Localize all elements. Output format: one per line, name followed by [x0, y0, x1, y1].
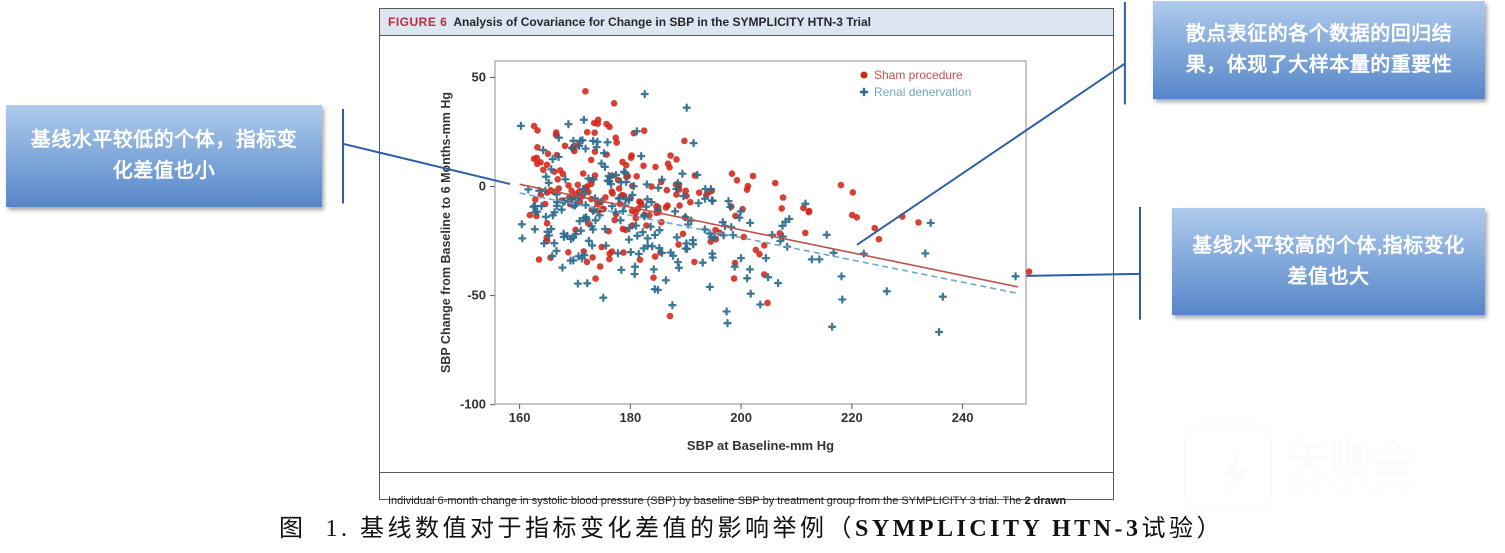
svg-text:50: 50 [472, 69, 486, 84]
svg-text:Sham procedure: Sham procedure [874, 68, 963, 82]
svg-text:SBP at Baseline-mm Hg: SBP at Baseline-mm Hg [687, 438, 834, 453]
svg-text:0: 0 [479, 179, 486, 194]
svg-text:MEDI•CO GROUP: MEDI•CO GROUP [1287, 480, 1421, 495]
svg-text:矢咖会: 矢咖会 [1287, 436, 1413, 483]
svg-text:160: 160 [509, 410, 531, 425]
svg-text:220: 220 [841, 410, 863, 425]
svg-text:240: 240 [952, 410, 974, 425]
svg-text:Renal denervation: Renal denervation [874, 85, 971, 99]
svg-text:200: 200 [730, 410, 752, 425]
svg-text:-50: -50 [467, 288, 486, 303]
svg-text:SBP Change from Baseline to 6: SBP Change from Baseline to 6 Months-mm … [439, 92, 453, 373]
svg-text:-100: -100 [460, 397, 486, 412]
svg-text:180: 180 [620, 410, 642, 425]
